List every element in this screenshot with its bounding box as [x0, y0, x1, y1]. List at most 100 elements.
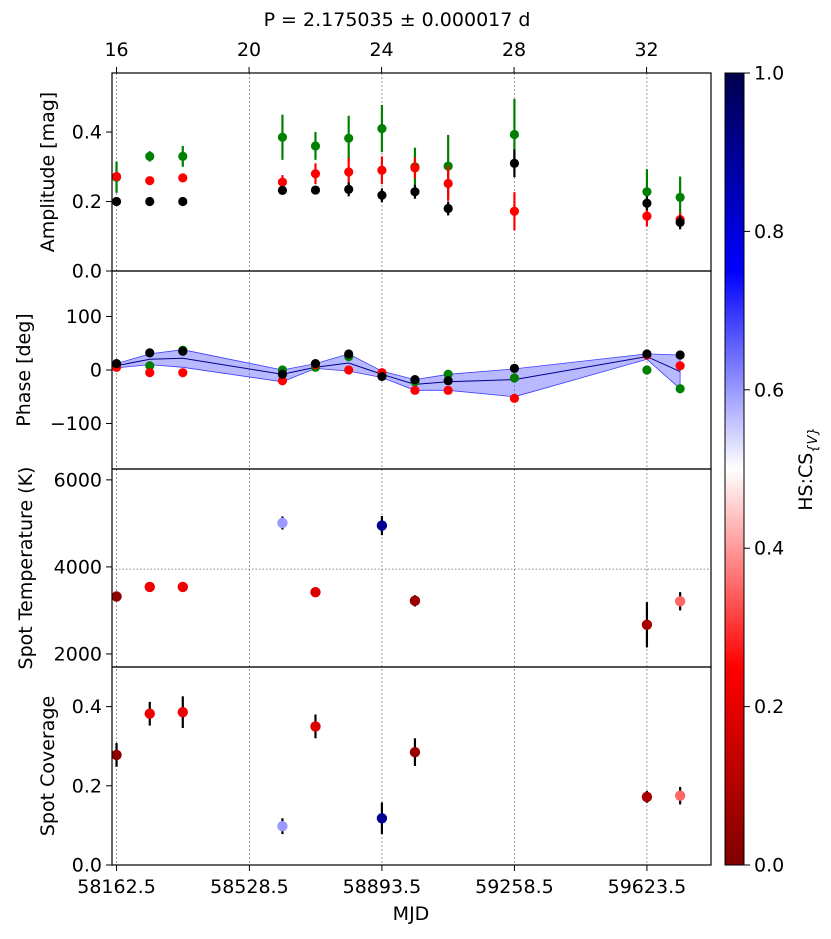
data-point-red: [675, 361, 685, 371]
x-tick-label: 58162.5: [77, 876, 156, 898]
data-point: [144, 581, 155, 593]
panel-frame: [111, 72, 712, 272]
y-axis-label: Phase [deg]: [13, 313, 35, 426]
x-tick-label: 59623.5: [608, 876, 687, 898]
colorbar-label: HS:CS{V}: [795, 427, 821, 511]
data-point-red: [178, 173, 188, 183]
data-point-black: [443, 203, 453, 214]
data-point-green: [642, 187, 652, 197]
data-point: [376, 813, 388, 824]
data-point-black: [642, 198, 652, 208]
y-axis-label: Spot Coverage: [37, 696, 59, 836]
y-tick-label: 6000: [54, 469, 102, 491]
data-point-green: [642, 365, 652, 375]
data-point: [310, 721, 321, 732]
phase-band: [116, 349, 681, 398]
data-point: [376, 520, 388, 531]
panel-amplitude: 0.0 0.2 0.4 Amplitude [mag]: [37, 72, 712, 283]
data-point-black: [410, 375, 420, 385]
y-axis-label: Spot Temperature (K): [15, 467, 37, 670]
data-point-red: [377, 165, 387, 175]
panel-phase-content: [112, 345, 685, 403]
top-tick-label: 24: [369, 39, 393, 61]
data-point-red: [642, 211, 652, 221]
data-point-green: [443, 161, 453, 171]
data-point: [177, 581, 188, 593]
panel-amplitude-content: [112, 99, 685, 231]
data-point-red: [443, 385, 453, 395]
panel-frame: [111, 666, 712, 866]
data-point-black: [443, 376, 453, 386]
data-point: [277, 517, 288, 529]
data-point-black: [509, 158, 520, 168]
data-point-red: [509, 393, 520, 403]
data-point-black: [344, 349, 354, 359]
data-point-black: [112, 358, 122, 369]
colorbar-tick-label: 0.4: [754, 538, 784, 560]
data-point-black: [178, 346, 188, 356]
data-point: [641, 791, 653, 803]
x-tick-label: 58893.5: [343, 876, 422, 898]
y-tick-label: 0.4: [72, 122, 102, 144]
data-point-green: [509, 373, 520, 383]
data-point: [144, 708, 155, 719]
data-point: [409, 746, 421, 758]
colorbar-tick-label: 0.2: [754, 696, 784, 718]
y-tick-label: 0.2: [72, 775, 102, 797]
data-point-black: [178, 196, 188, 207]
data-point-red: [410, 163, 420, 173]
panel-temperature: 2000 4000 6000 Spot Temperature (K): [15, 467, 712, 670]
colorbar-tick-label: 1.0: [754, 63, 784, 85]
data-point-green: [145, 151, 155, 161]
top-tick-label: 16: [104, 39, 128, 61]
bottom-axis: 58162.5 58528.5 58893.5 59258.5 59623.5: [77, 876, 686, 898]
data-point-red: [344, 167, 354, 177]
data-point-green: [509, 129, 520, 140]
colorbar-tick-label: 0.0: [754, 855, 784, 877]
data-point-green: [310, 141, 321, 151]
top-tick-label: 28: [502, 39, 526, 61]
data-point-black: [310, 358, 321, 369]
data-point-black: [310, 185, 321, 195]
top-tick-label: 20: [237, 39, 261, 61]
colorbar-gradient: [724, 72, 745, 866]
y-tick-label: 100: [66, 306, 102, 328]
data-point-red: [277, 376, 288, 386]
chart-title: P = 2.175035 ± 0.000017 d: [264, 9, 531, 31]
data-point-green: [675, 192, 685, 202]
panel-phase: −100 0 100 Phase [deg]: [13, 270, 712, 470]
phase-mean-line: [116, 356, 681, 385]
panel-temperature-content: [112, 515, 711, 648]
data-point-black: [145, 348, 155, 358]
y-tick-label: 0.0: [72, 261, 102, 283]
panels: 0.0 0.2 0.4 Amplitude [mag] −100 0 100 Phase [d…: [13, 72, 712, 877]
data-point-red: [178, 368, 188, 378]
y-tick-label: −100: [50, 413, 102, 435]
data-point-black: [675, 350, 685, 360]
data-point-red: [344, 365, 354, 375]
data-point: [409, 595, 421, 607]
data-point-red: [145, 368, 155, 378]
y-tick-label: 0.2: [72, 191, 102, 213]
y-tick-label: 4000: [54, 556, 102, 578]
x-tick-label: 58528.5: [210, 876, 289, 898]
data-point-black: [112, 196, 122, 207]
top-axis: 16 20 24 28 32: [104, 39, 659, 73]
data-point-green: [277, 132, 288, 142]
data-point-green: [377, 123, 387, 134]
data-point: [674, 596, 686, 607]
data-point: [277, 820, 288, 832]
data-point: [177, 706, 188, 718]
data-point-black: [675, 217, 685, 227]
data-point-red: [112, 171, 122, 182]
data-point: [674, 790, 686, 801]
data-point-black: [277, 185, 288, 196]
x-axis-label: MJD: [393, 903, 430, 925]
data-point-green: [344, 133, 354, 143]
data-point-black: [509, 363, 520, 373]
panel-coverage: 0.0 0.2 0.4 Spot Coverage: [37, 666, 712, 877]
panel-coverage-content: [112, 696, 686, 835]
data-point-black: [145, 196, 155, 207]
data-point-red: [509, 206, 520, 216]
panel-frame: [111, 468, 712, 668]
